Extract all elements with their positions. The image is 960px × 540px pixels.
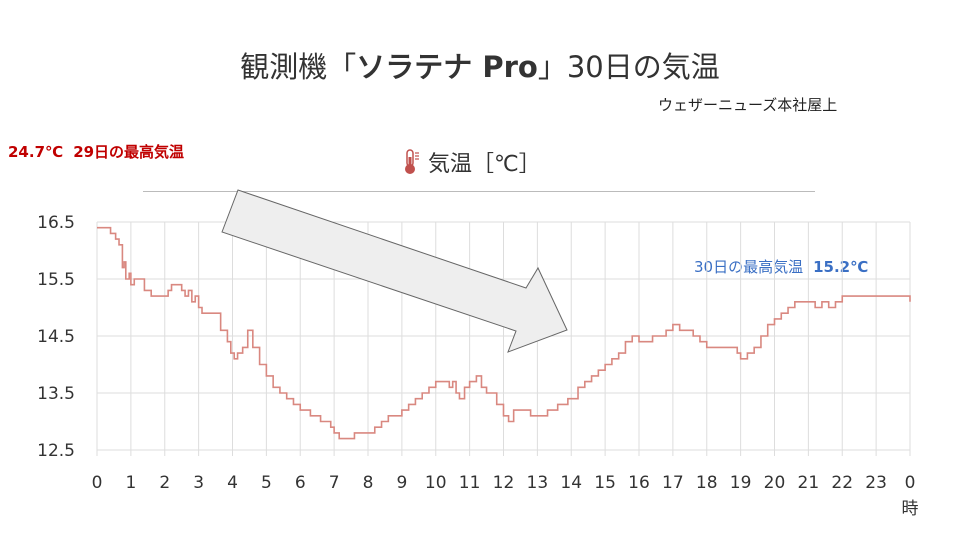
- prev-day-max-note: 24.7℃ 29日の最高気温: [8, 141, 184, 162]
- x-tick-label: 11: [459, 473, 481, 493]
- temperature-series-line: [97, 226, 911, 440]
- prev-day-max-value: 24.7℃: [8, 143, 64, 161]
- x-tick-label: 7: [329, 473, 340, 493]
- y-axis-ticks: 16.5 15.5 14.5 13.5 12.5: [37, 213, 75, 461]
- x-tick-label: 2: [159, 473, 170, 493]
- day-max-label: 30日の最高気温: [694, 258, 804, 276]
- x-tick-label: 20: [764, 473, 786, 493]
- title-product: ソラテナ Pro: [356, 50, 538, 84]
- x-tick-label: 6: [295, 473, 306, 493]
- title-prefix: 観測機「: [240, 50, 357, 84]
- day-max-note: 30日の最高気温 15.2℃: [694, 256, 868, 277]
- x-tick-label: 13: [527, 473, 549, 493]
- legend-separator: [143, 191, 815, 192]
- x-tick-label: 1: [125, 473, 136, 493]
- y-tick-label: 15.5: [37, 270, 75, 290]
- y-tick-label: 13.5: [37, 384, 75, 404]
- x-tick-label: 8: [363, 473, 374, 493]
- x-tick-label: 12: [493, 473, 515, 493]
- x-tick-label: 23: [865, 473, 887, 493]
- chart-legend: 気温［℃］: [404, 146, 541, 178]
- x-tick-label: 0: [905, 473, 916, 493]
- x-tick-label: 0: [92, 473, 103, 493]
- chart-subtitle: ウェザーニューズ本社屋上: [658, 96, 838, 114]
- trend-arrow: [221, 189, 568, 353]
- x-tick-label: 15: [594, 473, 616, 493]
- x-tick-label: 10: [425, 473, 447, 493]
- x-tick-label: 9: [396, 473, 407, 493]
- x-axis-label: 時: [902, 499, 919, 519]
- chart-grid: [96, 221, 911, 456]
- x-tick-label: 14: [560, 473, 582, 493]
- x-tick-label: 5: [261, 473, 272, 493]
- y-tick-label: 12.5: [37, 441, 75, 461]
- x-tick-label: 3: [193, 473, 204, 493]
- x-tick-label: 16: [628, 473, 650, 493]
- prev-day-max-label: 29日の最高気温: [73, 143, 185, 161]
- thermometer-icon: [405, 149, 419, 174]
- x-tick-label: 19: [730, 473, 752, 493]
- y-tick-label: 16.5: [37, 213, 75, 233]
- x-tick-label: 4: [227, 473, 238, 493]
- x-tick-label: 21: [798, 473, 820, 493]
- day-max-value: 15.2℃: [813, 258, 869, 276]
- x-tick-label: 17: [662, 473, 684, 493]
- x-tick-label: 18: [696, 473, 718, 493]
- x-tick-label: 22: [831, 473, 853, 493]
- y-tick-label: 14.5: [37, 327, 75, 347]
- legend-label: 気温［℃］: [428, 152, 541, 177]
- title-suffix: 」30日の気温: [537, 50, 720, 84]
- x-axis-ticks: 0 1 2 3 4 5 6 7 8 9 10 11 12 13 14 15 16 17 18 19 20 21 22 23 0: [92, 473, 916, 493]
- chart-title: 観測機「ソラテナ Pro」30日の気温: [0, 44, 960, 86]
